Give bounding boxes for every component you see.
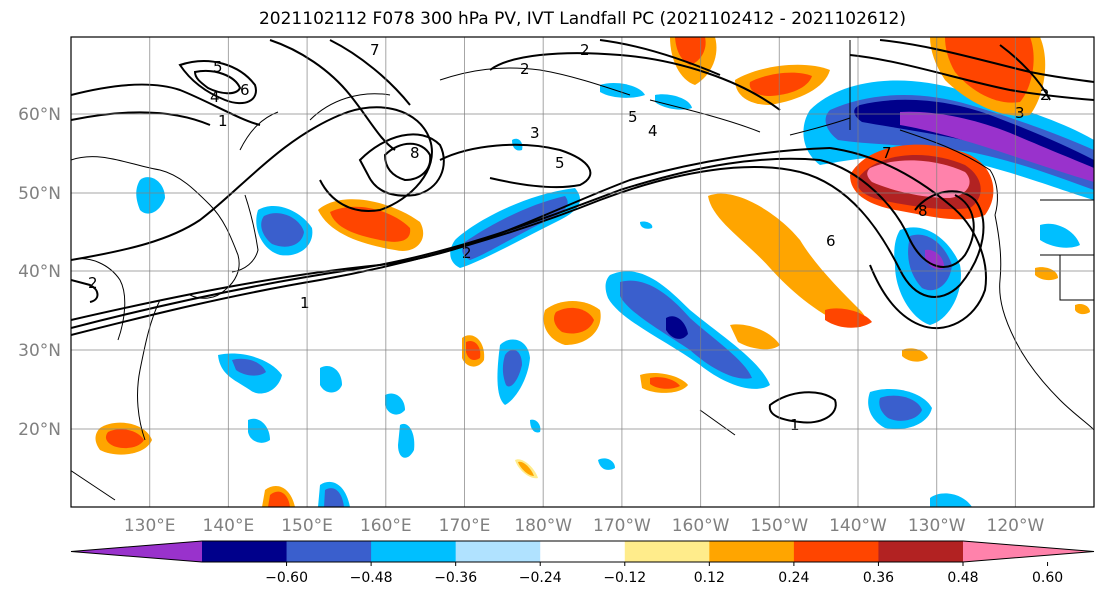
colorbar-segment [540,541,626,562]
lon-label: 150°E [281,516,333,536]
lon-label: 160°E [360,516,412,536]
colorbar-extend-min [71,541,202,562]
colorbar-tick-label: 0.12 [694,570,725,586]
lon-label: 160°W [672,516,730,536]
lon-label: 170°W [593,516,651,536]
contour-label: 1 [218,112,228,130]
lon-label: 130°E [124,516,176,536]
colorbar-tick-label: −0.48 [350,570,393,586]
colorbar-outline [70,540,1095,563]
lat-label: 40°N [18,262,61,282]
lon-label: 120°W [987,516,1045,536]
colorbar-segment [709,541,795,562]
contour-label: 1 [790,416,800,434]
map-panel: 1 2 3 4 5 6 7 8 5 5 4 6 8 7 1 1 2 2 2 3 [70,36,1095,508]
contour-label: 8 [918,202,928,220]
colorbar-tick-label: −0.24 [519,570,562,586]
contour-label: 3 [530,124,540,142]
gridlines [71,37,1094,507]
colorbar-segment [793,541,879,562]
lon-label: 170°E [439,516,491,536]
lon-label: 140°W [829,516,887,536]
colorbar-tick-label: −0.36 [434,570,477,586]
colorbar-segment [455,541,541,562]
colorbar-segment [371,541,457,562]
contour-label: 4 [210,88,220,106]
contour-label: 2 [520,60,530,78]
colorbar-segment [286,541,372,562]
colorbar-tick-label: −0.60 [265,570,308,586]
contour-label-group: 1 2 3 4 5 6 7 8 5 5 4 6 8 7 1 1 2 2 2 3 [88,41,1050,434]
colorbar-segment [878,541,964,562]
map-frame [70,36,1095,508]
contour-label: 5 [628,108,638,126]
lon-label: 130°W [908,516,966,536]
colorbar-tick-label: −0.12 [603,570,646,586]
contour-label: 5 [213,58,223,76]
contour-label: 4 [648,122,658,140]
ivt-anomaly-shading [95,37,1094,507]
contour-label: 7 [882,144,892,162]
contour-label: 2 [88,274,98,292]
colorbar-extend-max [963,541,1094,562]
contour-label: 1 [300,294,310,312]
contour-label: 2 [1040,86,1050,104]
lat-label: 30°N [18,341,61,361]
lon-label: 150°W [750,516,808,536]
contour-label: 6 [826,232,836,250]
pv-contours [71,39,1094,424]
lat-axis: 60°N 50°N 40°N 30°N 20°N [18,105,61,440]
colorbar-segment [202,541,288,562]
contour-label: 3 [1015,104,1025,122]
lat-label: 50°N [18,184,61,204]
lon-label: 180°W [514,516,572,536]
colorbar-tick-label: 0.60 [1032,570,1063,586]
lat-label: 20°N [18,420,61,440]
contour-label: 6 [240,81,250,99]
colorbar-segment [624,541,710,562]
contour-label: 7 [370,41,380,59]
lon-label: 140°E [203,516,255,536]
colorbar-tick-label: 0.36 [863,570,894,586]
contour-label: 5 [555,154,565,172]
contour-label: 8 [410,144,420,162]
contour-label: 2 [462,244,472,262]
colorbar-tick-label: 0.24 [778,570,809,586]
colorbar-tick-label: 0.48 [947,570,978,586]
colorbar: −0.60 −0.48 −0.36 −0.24 −0.12 0.12 0.24 0.36 0.4… [70,540,1095,586]
map-title: 2021102112 F078 300 hPa PV, IVT Landfall… [258,9,906,29]
lon-axis: 130°E 140°E 150°E 160°E 170°E 180°W 170°… [124,516,1045,536]
contour-label: 2 [580,41,590,59]
lat-label: 60°N [18,105,61,125]
